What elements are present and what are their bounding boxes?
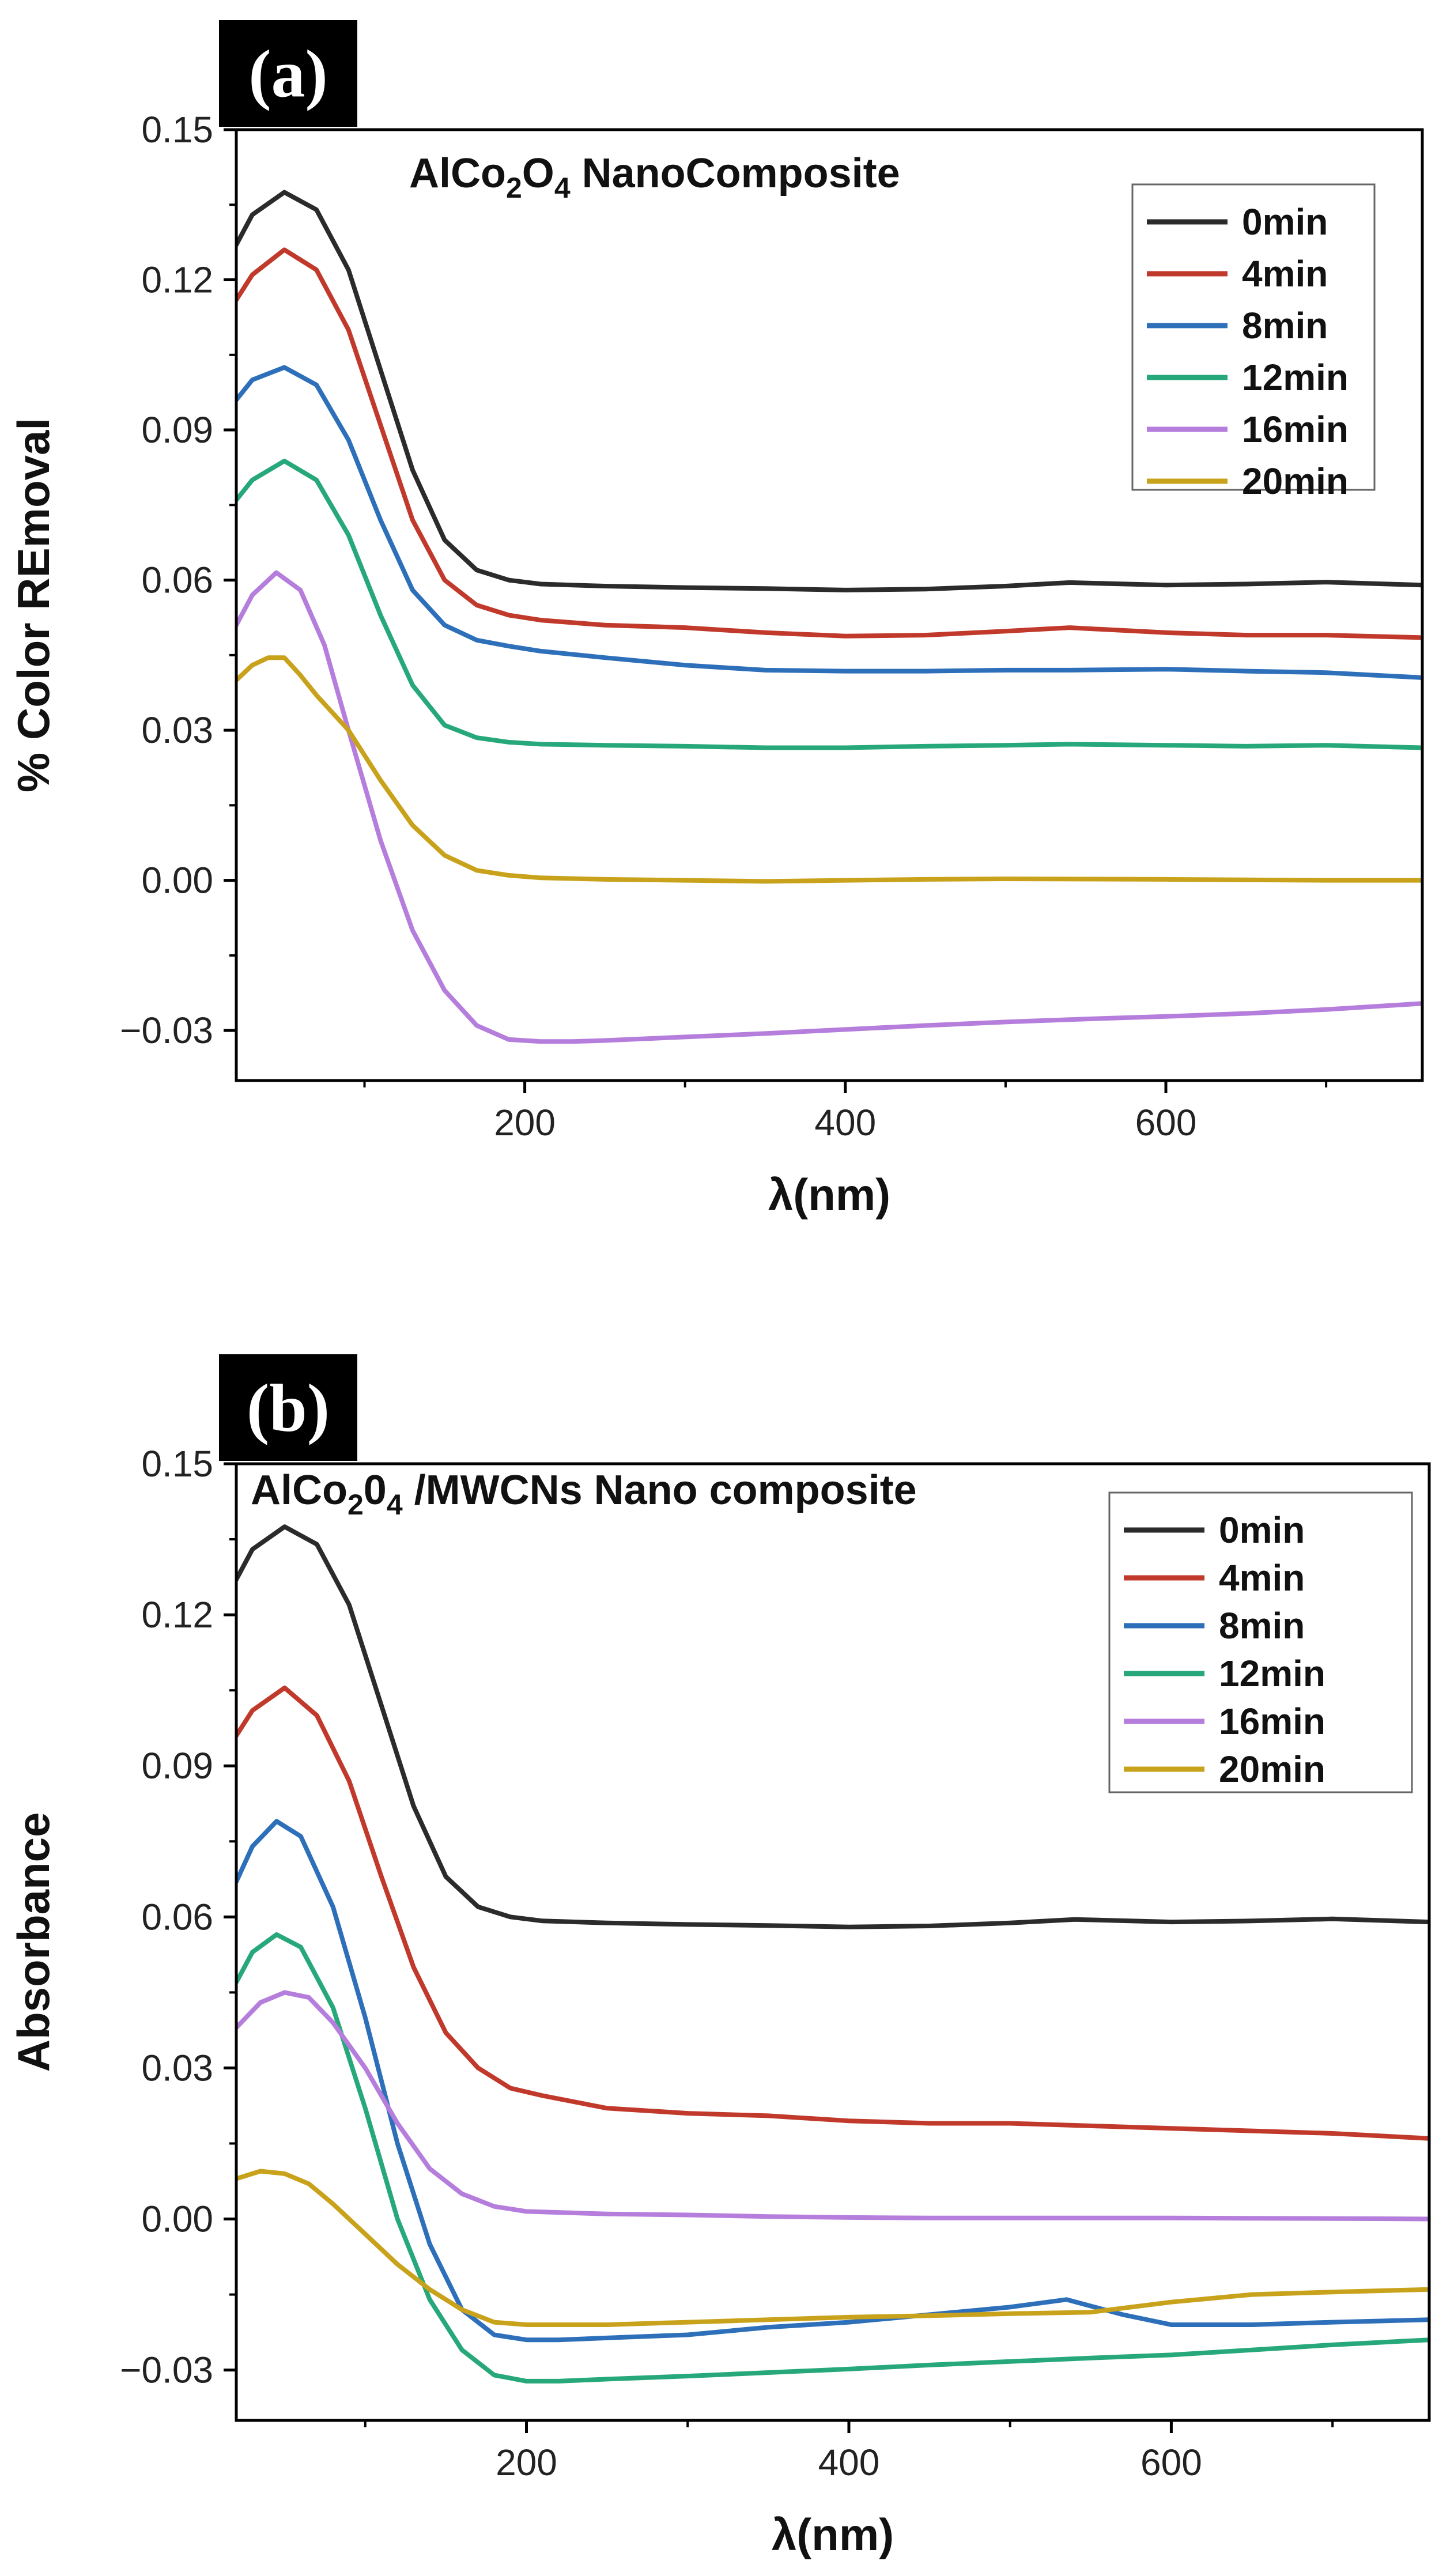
annotation-part: 0 (364, 1467, 387, 1513)
x-axis-title: λ(nm) (772, 2509, 894, 2560)
series-group (236, 190, 1422, 1044)
plot-frame (235, 128, 1424, 1082)
chart-panel-a: −0.03 0.00 0.03 0.06 0.09 0.12 0.15 200 400 600 λ(… (8, 20, 1424, 1220)
annotation-part: /MWCNs Nano composite (403, 1467, 917, 1513)
legend-label: 16min (1219, 1701, 1325, 1742)
legend-label: 12min (1219, 1653, 1325, 1694)
y-tick-label: 0.15 (141, 109, 213, 150)
annotation-part: AlCo (409, 150, 506, 197)
y-axis-title: % Color REmoval (8, 418, 59, 792)
legend-label: 4min (1219, 1557, 1305, 1599)
series-line-12min (236, 458, 1422, 750)
annotation-subscript: 4 (387, 1489, 403, 1521)
legend-label: 0min (1242, 201, 1328, 243)
y-tick-label: −0.03 (120, 2350, 213, 2391)
y-tick-label: 0.06 (141, 560, 213, 601)
legend-label: 20min (1219, 1748, 1325, 1790)
series-line-0min (236, 1524, 1429, 1929)
panel-label: (a) (248, 36, 328, 112)
y-tick-label: 0.12 (141, 1594, 213, 1636)
y-tick-label: 0.03 (141, 2047, 213, 2088)
plot-frame (235, 1462, 1431, 2422)
series-line-8min (236, 365, 1422, 680)
x-tick-label: 600 (1135, 1102, 1197, 1143)
series-line-0min (236, 190, 1422, 592)
y-axis-title: Absorbance (8, 1812, 59, 2072)
compound-annotation: AlCo204 /MWCNs Nano composite (251, 1467, 917, 1521)
y-tick-label: 0.12 (141, 259, 213, 301)
x-tick-label: 600 (1140, 2442, 1202, 2483)
y-tick-label: 0.15 (141, 1443, 213, 1485)
y-tick-label: 0.09 (141, 1745, 213, 1786)
annotation-subscript: 2 (348, 1489, 364, 1521)
legend-box (1108, 1491, 1413, 1793)
panel-label-box (219, 1354, 357, 1461)
legend-label: 8min (1219, 1605, 1305, 1646)
x-tick-label: 200 (494, 1102, 556, 1143)
series-line-4min (236, 1685, 1429, 2141)
compound-annotation: AlCo2O4 NanoComposite (409, 150, 900, 204)
annotation-subscript: 2 (506, 172, 522, 204)
y-tick-label: 0.09 (141, 409, 213, 451)
series-line-20min (236, 2169, 1429, 2327)
legend-box (1131, 183, 1376, 491)
series-line-8min (236, 1819, 1429, 2343)
y-tick-label: 0.00 (141, 2199, 213, 2240)
panel-label: (b) (247, 1370, 330, 1446)
annotation-subscript: 4 (554, 172, 571, 204)
legend-label: 8min (1242, 305, 1328, 346)
series-line-16min (236, 570, 1422, 1044)
legend-label: 0min (1219, 1509, 1305, 1551)
series-group (236, 1524, 1429, 2384)
series-line-16min (236, 1990, 1429, 2222)
x-axis-title: λ(nm) (768, 1169, 890, 1220)
y-tick-label: 0.06 (141, 1896, 213, 1937)
legend-label: 16min (1242, 409, 1349, 450)
series-line-12min (236, 1932, 1429, 2384)
series-line-4min (236, 247, 1422, 640)
annotation-part: NanoComposite (571, 150, 900, 197)
chart-panel-b: −0.03 0.00 0.03 0.06 0.09 0.12 0.15 200 400 600 λ(… (8, 1354, 1431, 2560)
annotation-part: AlCo (251, 1467, 348, 1513)
legend-label: 12min (1242, 357, 1349, 398)
annotation-part: O (522, 150, 554, 197)
x-tick-label: 400 (814, 1102, 876, 1143)
panel-label-box (219, 20, 357, 127)
series-line-20min (236, 655, 1422, 884)
y-tick-label: 0.00 (141, 860, 213, 901)
legend-label: 20min (1242, 460, 1349, 502)
y-tick-label: 0.03 (141, 709, 213, 751)
x-tick-label: 400 (818, 2442, 880, 2483)
x-tick-label: 200 (496, 2442, 557, 2483)
legend-label: 4min (1242, 253, 1328, 294)
y-tick-label: −0.03 (120, 1010, 213, 1051)
